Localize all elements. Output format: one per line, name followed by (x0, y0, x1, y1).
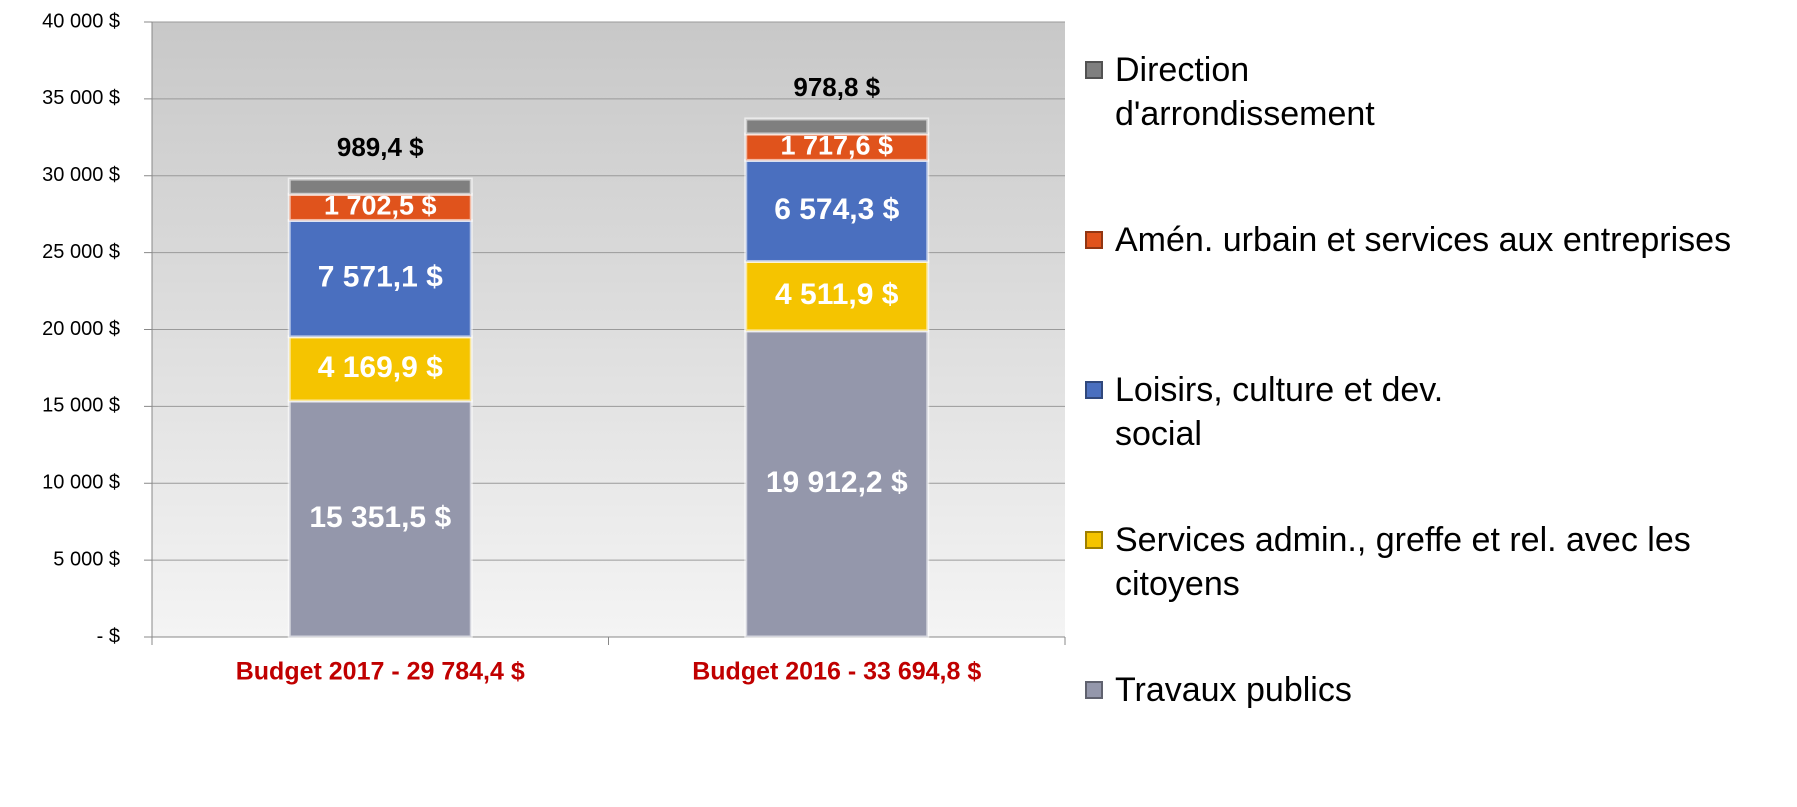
y-tick-label: 10 000 $ (42, 472, 120, 494)
y-tick-label: 40 000 $ (42, 10, 120, 32)
y-tick-label: 15 000 $ (42, 395, 120, 417)
legend-swatch (1085, 681, 1103, 699)
data-label: 19 912,2 $ (766, 466, 908, 499)
bar-segment (287, 192, 473, 222)
legend-swatch (1085, 531, 1103, 549)
x-tick-label: Budget 2016 - 33 694,8 $ (692, 658, 981, 686)
data-label: 4 169,9 $ (318, 351, 443, 384)
bar-segment (287, 177, 473, 196)
data-label: 989,4 $ (337, 132, 424, 162)
data-label: 15 351,5 $ (309, 501, 451, 534)
legend-swatch (1085, 231, 1103, 249)
legend-label: Amén. urbain et services aux entreprises (1115, 221, 1732, 259)
legend-item: Travaux publics (1085, 668, 1785, 712)
x-tick-label: Budget 2017 - 29 784,4 $ (236, 658, 525, 686)
bar-segment (287, 399, 473, 639)
legend-label: Services admin., greffe et rel. avec les… (1115, 521, 1691, 603)
bar-segment (287, 218, 473, 339)
y-tick-label: - $ (97, 625, 120, 647)
legend-item: Direction d'arrondissement (1085, 48, 1505, 136)
data-label: 4 511,9 $ (775, 278, 899, 311)
data-label: 978,8 $ (793, 72, 880, 102)
data-label: 6 574,3 $ (774, 193, 899, 226)
y-tick-label: 30 000 $ (42, 164, 120, 186)
legend-label: Direction d'arrondissement (1115, 51, 1375, 133)
legend-item: Services admin., greffe et rel. avec les… (1085, 518, 1785, 606)
y-tick-label: 20 000 $ (42, 318, 120, 340)
legend-label: Travaux publics (1115, 671, 1352, 709)
legend-item: Amén. urbain et services aux entreprises (1085, 218, 1785, 262)
legend-swatch (1085, 61, 1103, 79)
bar-segment (744, 329, 930, 639)
y-tick-label: 5 000 $ (53, 548, 120, 570)
bar-segment (744, 117, 930, 136)
data-label: 7 571,1 $ (318, 261, 443, 294)
bar-segment (287, 335, 473, 403)
legend-item: Loisirs, culture et dev. social (1085, 368, 1525, 456)
y-tick-label: 25 000 $ (42, 241, 120, 263)
bar-segment (744, 158, 930, 263)
y-tick-label: 35 000 $ (42, 87, 120, 109)
legend-label: Loisirs, culture et dev. social (1115, 371, 1444, 453)
legend-swatch (1085, 381, 1103, 399)
